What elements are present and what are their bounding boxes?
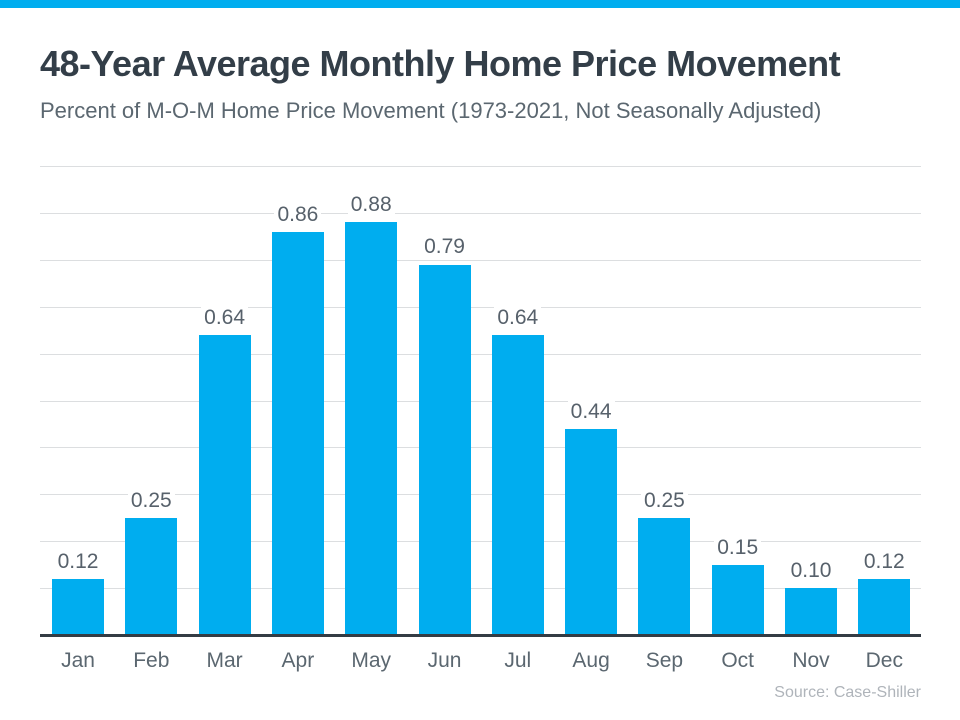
x-tick-label-jan: Jan [61,649,95,672]
source-attribution: Source: Case-Shiller [774,684,921,701]
gridline-0.1 [40,588,921,590]
plot-area: 0.12 0.25 0.64 0.86 0.88 0.79 0.64 0.44 0.25 0.15… [40,166,921,637]
bar-value-label-apr: 0.86 [253,202,343,226]
gridline-1.0 [40,166,921,167]
bar-value-label-sep: 0.25 [619,488,709,512]
bar-jun [418,264,471,635]
bar-value-label-aug: 0.44 [546,399,636,423]
bar-value-label-feb: 0.25 [106,488,196,512]
x-tick-label-mar: Mar [206,649,243,672]
bar-feb [125,517,178,635]
gridline-0.8 [40,259,921,261]
brand-accent-strip [0,0,960,8]
bar-value-label-oct: 0.15 [693,535,783,559]
x-tick-label-may: May [351,649,392,672]
x-tick-label-jun: Jun [427,649,462,672]
bar-mar [198,334,251,635]
x-axis-labels: Jan Feb Mar Apr May Jun Jul Aug Sep Oct Nov Dec [40,649,921,675]
bar-jul [491,334,544,635]
x-tick-label-jul: Jul [504,649,532,672]
bar-value-label-nov: 0.10 [766,559,856,583]
bar-may [345,222,398,635]
gridline-0.5 [40,400,921,402]
gridline-0.9 [40,212,921,214]
gridline-0.3 [40,494,921,496]
x-tick-label-oct: Oct [721,649,755,672]
chart-title: 48-Year Average Monthly Home Price Movem… [40,43,841,84]
x-tick-label-feb: Feb [133,649,170,672]
x-tick-label-sep: Sep [645,649,684,672]
bar-value-label-dec: 0.12 [839,549,929,573]
x-axis-line [40,634,921,637]
chart-subtitle: Percent of M-O-M Home Price Movement (19… [40,98,822,123]
bar-sep [638,517,691,635]
bar-oct [711,564,764,635]
gridline-0.4 [40,447,921,449]
bar-value-label-jun: 0.79 [400,235,490,259]
gridline-0.7 [40,306,921,308]
bar-jan [52,578,104,635]
bar-value-label-jan: 0.12 [33,549,123,573]
bar-value-label-may: 0.88 [326,193,416,217]
x-tick-label-dec: Dec [865,649,903,672]
gridline-0.2 [40,541,921,543]
bar-nov [785,588,837,635]
bar-value-label-mar: 0.64 [180,305,270,329]
x-tick-label-apr: Apr [281,649,315,672]
x-tick-label-aug: Aug [572,649,610,672]
gridline-0.6 [40,353,921,355]
bar-dec [858,578,911,635]
bar-value-label-jul: 0.64 [473,305,563,329]
bar-aug [565,428,618,635]
bar-apr [271,231,324,635]
x-tick-label-nov: Nov [792,649,830,672]
